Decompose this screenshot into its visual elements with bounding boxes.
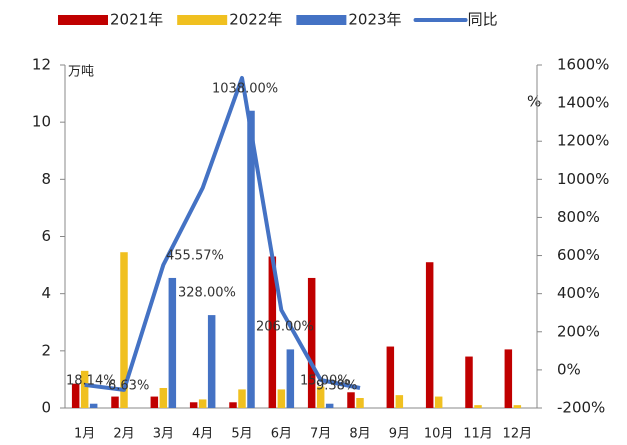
bar xyxy=(111,396,119,408)
bar xyxy=(286,349,295,408)
bar xyxy=(347,392,355,408)
annotation: 15.00% xyxy=(300,374,350,389)
y-tick-label: 0 xyxy=(41,399,51,417)
bar xyxy=(356,397,364,408)
bar xyxy=(207,315,216,408)
x-tick-label: 5月 xyxy=(231,427,252,442)
y2-tick-label: 600% xyxy=(557,246,600,264)
bar xyxy=(268,256,277,408)
y-tick-label: 2 xyxy=(41,341,51,359)
y2-tick-label: 1600% xyxy=(557,56,609,74)
x-tick-label: 10月 xyxy=(424,427,454,442)
y2-tick-label: -200% xyxy=(557,399,605,417)
x-tick-label: 12月 xyxy=(503,427,533,442)
bar xyxy=(386,346,395,408)
legend-swatch xyxy=(58,15,108,25)
legend-swatch xyxy=(296,15,347,25)
bar xyxy=(434,396,443,408)
y2-tick-label: 200% xyxy=(557,322,600,340)
bar xyxy=(238,389,246,408)
bar xyxy=(474,405,482,408)
y-tick-label: 6 xyxy=(41,227,51,245)
bar xyxy=(504,349,513,408)
y-tick-label: 10 xyxy=(32,113,51,131)
legend-label: 2023年 xyxy=(348,11,401,29)
x-tick-label: 7月 xyxy=(310,427,331,442)
bar xyxy=(325,403,334,408)
legend-label: 2021年 xyxy=(110,11,163,29)
y2-tick-label: 0% xyxy=(557,360,581,378)
bar xyxy=(247,110,255,408)
annotation: 18.14% xyxy=(66,374,116,389)
y2-tick-label: 1000% xyxy=(557,170,609,188)
bar xyxy=(229,402,237,408)
legend-label: 2022年 xyxy=(229,11,282,29)
annotation: 6.63% xyxy=(108,379,149,394)
bar xyxy=(465,356,473,408)
y2-tick-label: 1400% xyxy=(557,94,609,112)
bar xyxy=(513,405,522,408)
bar xyxy=(316,386,325,408)
x-tick-label: 11月 xyxy=(463,427,493,442)
annotation: 455.57% xyxy=(166,249,224,264)
x-tick-label: 8月 xyxy=(349,427,370,442)
annotation: 9.38% xyxy=(316,379,357,394)
y-tick-label: 4 xyxy=(41,284,51,302)
bar xyxy=(168,277,177,408)
y2-tick-label: 1200% xyxy=(557,132,609,150)
line xyxy=(84,75,361,392)
y-unit: 万吨 xyxy=(68,65,94,80)
bar xyxy=(395,395,404,408)
bar xyxy=(307,277,316,408)
bar xyxy=(159,387,168,408)
y2-tick-label: 400% xyxy=(557,284,600,302)
bar xyxy=(150,396,159,408)
y2-unit: % xyxy=(527,93,541,111)
bar xyxy=(198,399,207,408)
bar xyxy=(120,252,128,408)
legend-label: 同比 xyxy=(468,11,498,29)
bar xyxy=(425,262,434,408)
y2-tick-label: 800% xyxy=(557,208,600,226)
bar xyxy=(89,403,98,408)
legend-swatch xyxy=(177,15,228,25)
annotation: 1038.00% xyxy=(212,82,278,97)
bar xyxy=(277,389,286,408)
x-tick-label: 2月 xyxy=(113,427,134,442)
x-tick-label: 9月 xyxy=(389,427,410,442)
annotation: 328.00% xyxy=(178,286,236,301)
x-tick-label: 4月 xyxy=(192,427,213,442)
y-tick-label: 8 xyxy=(41,170,51,188)
annotation: 206.00% xyxy=(256,320,314,335)
y-tick-label: 12 xyxy=(32,56,51,74)
x-tick-label: 3月 xyxy=(153,427,174,442)
x-tick-label: 1月 xyxy=(74,427,95,442)
bar xyxy=(80,370,89,408)
x-tick-label: 6月 xyxy=(271,427,292,442)
bar xyxy=(189,402,198,408)
bar xyxy=(71,383,80,408)
